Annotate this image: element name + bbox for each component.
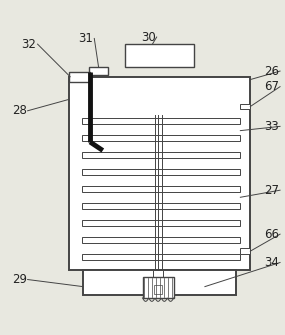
Bar — [125, 44, 194, 67]
Bar — [82, 203, 240, 209]
Bar — [69, 77, 250, 270]
Bar — [154, 285, 162, 294]
Text: 31: 31 — [78, 32, 93, 45]
Text: 29: 29 — [12, 273, 27, 286]
Text: 66: 66 — [264, 228, 279, 241]
Bar — [82, 169, 240, 175]
Text: 33: 33 — [264, 120, 279, 133]
Text: 34: 34 — [264, 256, 279, 269]
Bar — [153, 270, 163, 277]
Bar — [82, 186, 240, 192]
Bar — [240, 248, 250, 254]
Bar — [82, 118, 240, 124]
Text: 32: 32 — [22, 38, 36, 51]
Text: 28: 28 — [12, 104, 27, 117]
Bar — [240, 104, 250, 109]
Text: 27: 27 — [264, 184, 279, 197]
Bar — [82, 135, 240, 141]
Text: 67: 67 — [264, 80, 279, 93]
Text: 26: 26 — [264, 65, 279, 78]
Bar — [82, 152, 240, 157]
Bar — [142, 277, 174, 298]
Bar — [83, 270, 236, 295]
Bar — [89, 67, 109, 75]
Bar — [82, 237, 240, 243]
Bar — [82, 220, 240, 226]
Bar — [69, 72, 90, 82]
Bar — [82, 254, 240, 260]
Text: 30: 30 — [141, 30, 156, 44]
